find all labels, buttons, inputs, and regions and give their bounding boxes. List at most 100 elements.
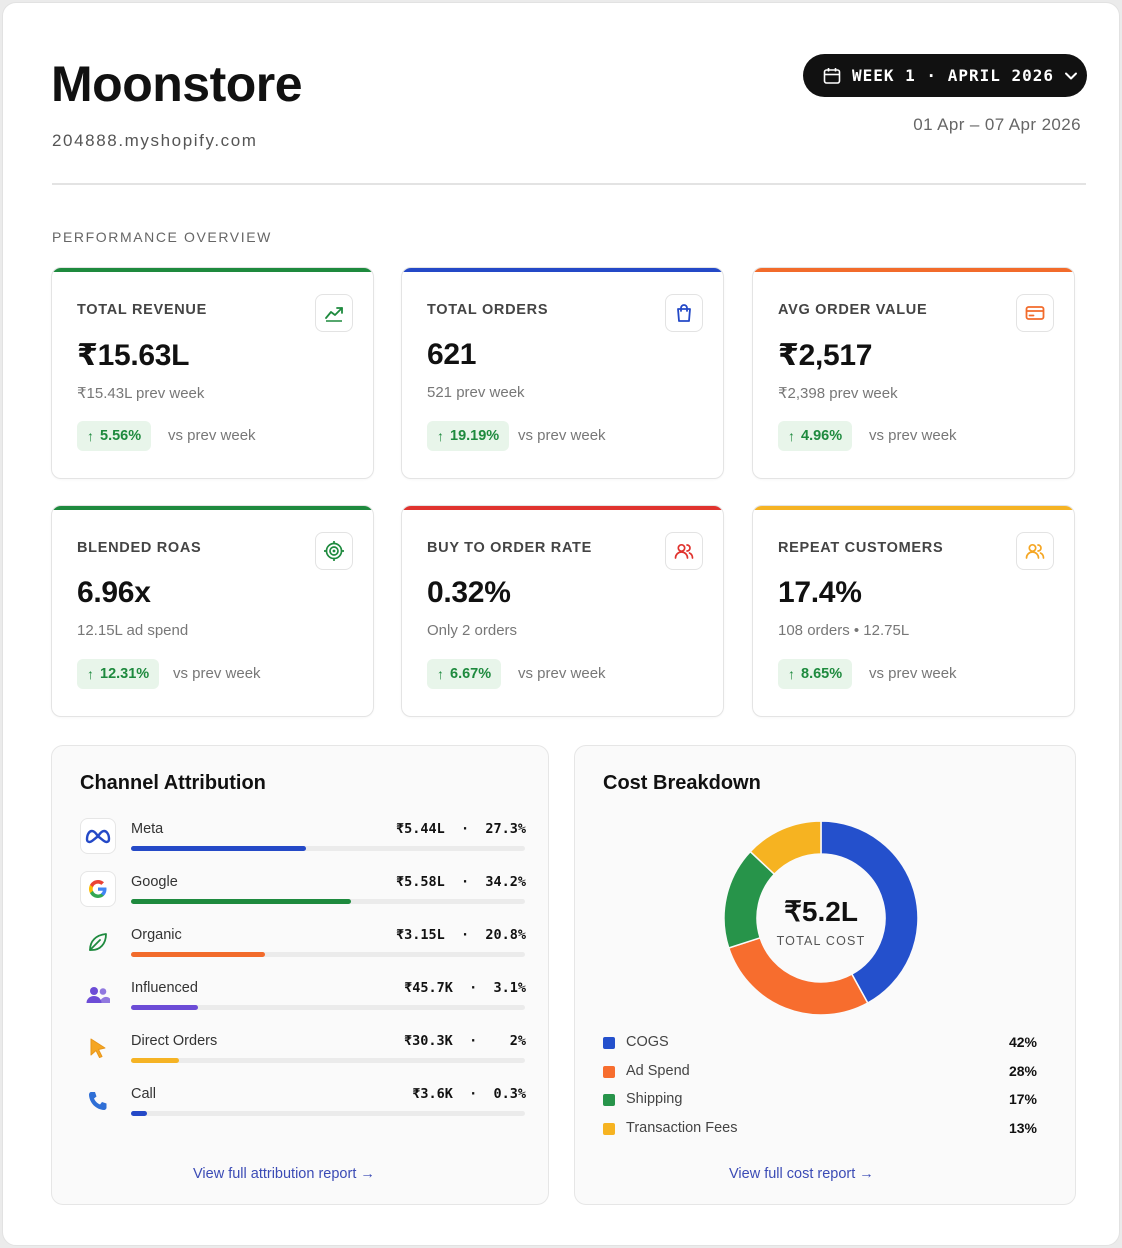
donut-slice-transaction-fees — [749, 820, 822, 876]
chevron-down-icon — [1065, 72, 1078, 79]
channel-bar-fill — [131, 899, 351, 904]
arrow-up-icon: ↑ — [87, 428, 94, 444]
kpi-change: 5.56% — [100, 428, 142, 444]
calendar-icon — [823, 67, 841, 84]
legend-label: Transaction Fees — [626, 1119, 738, 1136]
people-icon — [80, 977, 116, 1013]
kpi-card-total-revenue[interactable]: TOTAL REVENUE ₹15.63L ₹15.43L prev week … — [51, 267, 374, 479]
legend-row-cogs: COGS 42% — [603, 1033, 1037, 1053]
date-range: 01 Apr – 07 Apr 2026 — [913, 115, 1081, 134]
kpi-label: BUY TO ORDER RATE — [427, 540, 592, 556]
week-selector-button[interactable]: WEEK 1 · APRIL 2026 — [803, 54, 1087, 97]
week-selector-label: WEEK 1 · APRIL 2026 — [852, 66, 1055, 85]
kpi-accent-bar — [52, 268, 373, 272]
leaf-icon — [80, 924, 116, 960]
channel-bar-fill — [131, 1005, 199, 1010]
kpi-accent-bar — [402, 506, 723, 510]
channel-row-call[interactable]: Call ₹3.6K · 0.3% — [80, 1083, 526, 1136]
channel-bar-track — [131, 899, 525, 904]
kpi-change-badge: ↑ 19.19% — [427, 421, 510, 451]
kpi-card-buy-to-order-rate[interactable]: BUY TO ORDER RATE 0.32% Only 2 orders ↑ 6… — [401, 505, 724, 717]
arrow-up-icon: ↑ — [87, 666, 94, 682]
channel-name: Direct Orders — [131, 1033, 218, 1049]
legend-value: 28% — [1008, 1062, 1037, 1079]
users-icon — [665, 532, 703, 570]
channel-bar-fill — [131, 1111, 148, 1116]
kpi-change: 12.31% — [100, 666, 150, 682]
legend-swatch — [603, 1094, 615, 1106]
kpi-accent-bar — [753, 268, 1074, 272]
kpi-card-repeat-customers[interactable]: REPEAT CUSTOMERS 17.4% 108 orders • 12.7… — [752, 505, 1075, 717]
channel-name: Influenced — [131, 980, 198, 996]
legend-swatch — [603, 1065, 615, 1078]
channel-attribution-panel: Channel Attribution Meta ₹5.44L · 27.3% … — [51, 745, 549, 1205]
kpi-previous: 12.15L ad spend — [77, 622, 189, 639]
channel-bar-fill — [131, 1058, 180, 1063]
header-divider — [52, 183, 1086, 185]
legend-label: Shipping — [626, 1091, 683, 1107]
channel-bar-fill — [131, 846, 307, 851]
cost-breakdown-panel: Cost Breakdown ₹5.2L TOTAL COST COGS 42% A… — [574, 745, 1076, 1205]
donut-slice-ad-spend — [727, 936, 869, 1016]
kpi-card-total-orders[interactable]: TOTAL ORDERS 621 521 prev week ↑ 19.19% v… — [401, 267, 724, 479]
donut-center-label: TOTAL COST — [777, 934, 866, 948]
legend-row-shipping: Shipping 17% — [603, 1090, 1037, 1110]
legend-row-transaction-fees: Transaction Fees 13% — [603, 1119, 1037, 1139]
channel-row-direct-orders[interactable]: Direct Orders ₹30.3K · 2% — [80, 1030, 526, 1083]
attribution-report-link[interactable]: View full attribution report → — [193, 1166, 375, 1182]
kpi-previous: 108 orders • 12.75L — [778, 622, 910, 639]
legend-swatch — [603, 1037, 615, 1049]
kpi-label: AVG ORDER VALUE — [778, 302, 928, 318]
channel-bar-track — [131, 1058, 525, 1063]
kpi-accent-bar — [52, 506, 373, 510]
kpi-change-badge: ↑ 5.56% — [77, 421, 152, 451]
kpi-change-badge: ↑ 6.67% — [427, 659, 502, 689]
channel-value: ₹5.44L · 27.3% — [395, 821, 526, 837]
channel-bar-track — [131, 1005, 525, 1010]
store-title: Moonstore — [51, 56, 303, 112]
kpi-label: BLENDED ROAS — [77, 540, 202, 556]
kpi-value: 0.32% — [427, 576, 511, 609]
donut-center-value: ₹5.2L — [784, 896, 858, 927]
credit-card-icon — [1016, 294, 1054, 332]
legend-row-ad-spend: Ad Spend 28% — [603, 1062, 1037, 1082]
kpi-compare-label: vs prev week — [869, 427, 957, 444]
channel-bar-fill — [131, 952, 265, 957]
kpi-previous: Only 2 orders — [427, 622, 518, 639]
channel-row-meta[interactable]: Meta ₹5.44L · 27.3% — [80, 818, 526, 871]
cost-report-link[interactable]: View full cost report → — [729, 1166, 874, 1182]
channel-value: ₹5.58L · 34.2% — [395, 874, 526, 890]
channel-bar-track — [131, 846, 525, 851]
donut-slice-cogs — [820, 820, 919, 1005]
users-icon — [1016, 532, 1054, 570]
kpi-compare-label: vs prev week — [518, 427, 606, 444]
channel-name: Google — [131, 874, 178, 890]
arrow-up-icon: ↑ — [788, 666, 795, 682]
arrow-up-icon: ↑ — [437, 666, 444, 682]
channel-row-google[interactable]: Google ₹5.58L · 34.2% — [80, 871, 526, 924]
target-icon — [315, 532, 353, 570]
channel-row-organic[interactable]: Organic ₹3.15L · 20.8% — [80, 924, 526, 977]
channel-value: ₹3.15L · 20.8% — [395, 927, 526, 943]
cost-donut-chart: ₹5.2L TOTAL COST — [723, 820, 919, 1016]
channel-value: ₹30.3K · 2% — [404, 1033, 526, 1049]
kpi-previous: ₹2,398 prev week — [778, 385, 898, 402]
kpi-compare-label: vs prev week — [869, 665, 957, 682]
kpi-change: 8.65% — [801, 666, 843, 682]
channel-name: Call — [131, 1086, 156, 1102]
shopping-bag-icon — [665, 294, 703, 332]
meta-icon — [80, 818, 116, 854]
kpi-change-badge: ↑ 4.96% — [778, 421, 853, 451]
kpi-card-blended-roas[interactable]: BLENDED ROAS 6.96x 12.15L ad spend ↑ 12.3… — [51, 505, 374, 717]
trend-up-icon — [315, 294, 353, 332]
kpi-label: REPEAT CUSTOMERS — [778, 540, 944, 556]
section-label: PERFORMANCE OVERVIEW — [52, 229, 272, 245]
kpi-card-avg-order-value[interactable]: AVG ORDER VALUE ₹2,517 ₹2,398 prev week … — [752, 267, 1075, 479]
kpi-accent-bar — [402, 268, 723, 272]
kpi-compare-label: vs prev week — [168, 427, 256, 444]
store-domain: 204888.myshopify.com — [52, 131, 258, 150]
kpi-value: ₹2,517 — [778, 339, 873, 372]
kpi-value: 17.4% — [778, 576, 862, 609]
channel-row-influenced[interactable]: Influenced ₹45.7K · 3.1% — [80, 977, 526, 1030]
